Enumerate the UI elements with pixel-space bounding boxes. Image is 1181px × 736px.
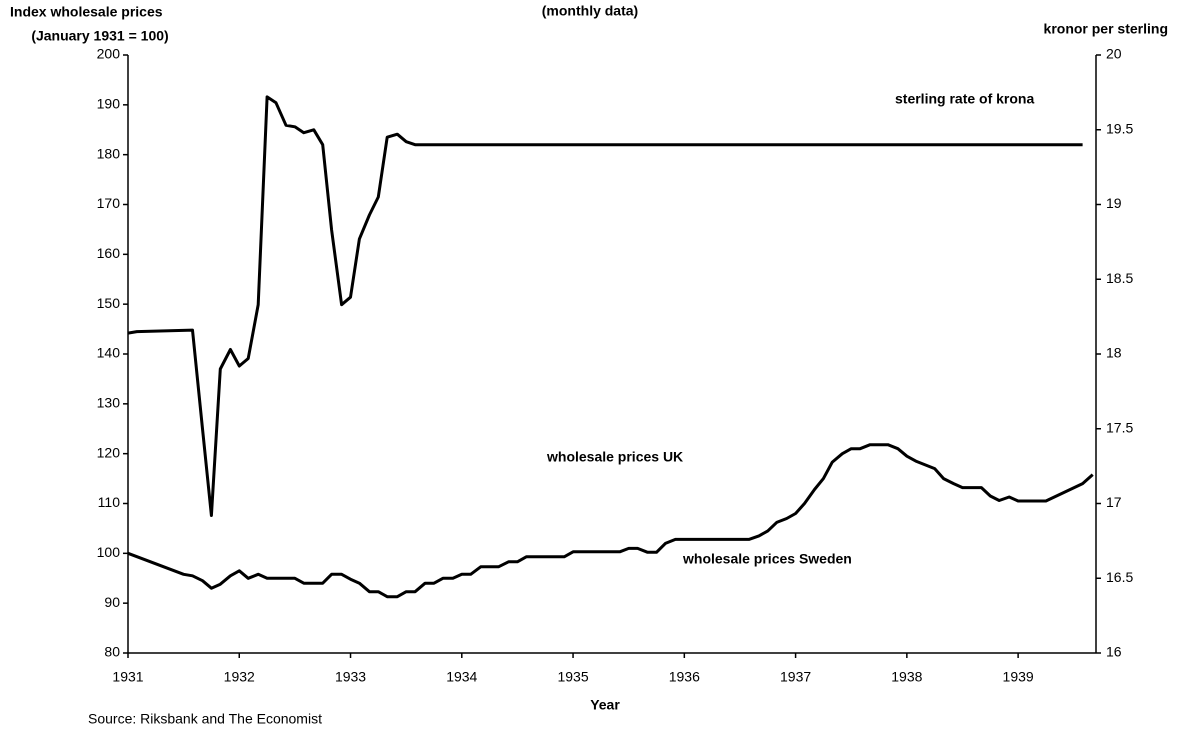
chart-title: (monthly data)	[542, 3, 638, 19]
series-label: wholesale prices Sweden	[682, 551, 852, 567]
x-tick-label: 1931	[112, 669, 143, 685]
x-tick-label: 1933	[335, 669, 366, 685]
y2-axis-label: kronor per sterling	[1044, 21, 1168, 37]
x-tick-label: 1932	[224, 669, 255, 685]
y2-tick-label: 20	[1106, 46, 1122, 62]
x-tick-label: 1935	[557, 669, 588, 685]
y-tick-label: 80	[104, 644, 120, 660]
y-tick-label: 100	[97, 544, 121, 560]
x-tick-label: 1939	[1003, 669, 1034, 685]
y2-tick-label: 18	[1106, 345, 1122, 361]
x-axis-label: Year	[590, 697, 620, 713]
y-tick-label: 130	[97, 395, 121, 411]
y2-tick-label: 19	[1106, 195, 1122, 211]
y2-tick-label: 17	[1106, 494, 1122, 510]
y2-tick-label: 16.5	[1106, 569, 1133, 585]
x-tick-label: 1937	[780, 669, 811, 685]
y2-tick-label: 16	[1106, 644, 1122, 660]
y-tick-label: 110	[98, 494, 121, 510]
y-tick-label: 90	[104, 594, 120, 610]
y-tick-label: 180	[97, 145, 121, 161]
y-tick-label: 200	[97, 46, 121, 62]
annotation: wholesale prices UK	[546, 449, 683, 465]
y-axis-label: (January 1931 = 100)	[31, 28, 168, 44]
y2-tick-label: 19.5	[1106, 120, 1133, 136]
y-tick-label: 140	[97, 345, 121, 361]
y-axis-label: Index wholesale prices	[10, 4, 163, 20]
x-tick-label: 1938	[891, 669, 922, 685]
y2-tick-label: 18.5	[1106, 270, 1133, 286]
series-label: sterling rate of krona	[895, 91, 1034, 107]
x-tick-label: 1934	[446, 669, 477, 685]
y-tick-label: 190	[97, 96, 121, 112]
data-line	[127, 95, 1083, 517]
data-line	[127, 443, 1094, 599]
y-tick-label: 170	[97, 195, 121, 211]
y2-tick-label: 17.5	[1106, 419, 1133, 435]
source-note: Source: Riksbank and The Economist	[88, 711, 322, 727]
x-tick-label: 1936	[669, 669, 700, 685]
y-tick-label: 160	[97, 245, 121, 261]
y-tick-label: 150	[97, 295, 121, 311]
y-tick-label: 120	[97, 444, 121, 460]
